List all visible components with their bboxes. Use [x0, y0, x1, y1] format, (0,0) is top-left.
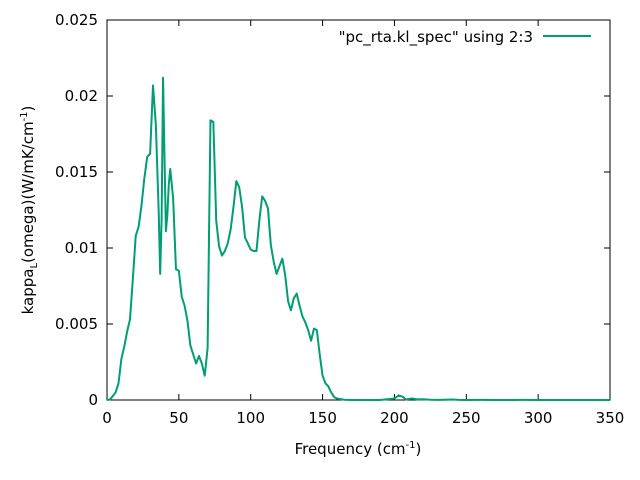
y-axis-label: kappaL(omega)(W/mK/cm-1): [19, 106, 40, 315]
x-tick-label: 150: [308, 409, 337, 427]
legend: "pc_rta.kl_spec" using 2:3: [339, 28, 591, 47]
plot-border: [106, 19, 611, 401]
x-tick-label: 200: [380, 409, 409, 427]
y-tick-label: 0: [88, 391, 98, 409]
y-tick-label: 0.01: [65, 239, 98, 257]
series-line-kl-spec: [106, 76, 610, 401]
x-axis-label: Frequency (cm-1): [295, 440, 422, 458]
x-tick-label: 100: [236, 409, 265, 427]
x-tick-label: 50: [169, 409, 188, 427]
y-axis-ticks: 0 0.005 0.01 0.015 0.02 0.025: [55, 11, 610, 409]
x-tick-label: 350: [596, 409, 625, 427]
y-tick-label: 0.025: [55, 11, 98, 29]
x-tick-label: 250: [452, 409, 481, 427]
y-tick-label: 0.02: [65, 87, 98, 105]
x-axis-ticks: 0 50 100 150 200 250 300 350: [102, 20, 624, 427]
x-tick-label: 300: [524, 409, 553, 427]
legend-label: "pc_rta.kl_spec" using 2:3: [339, 28, 533, 47]
y-tick-label: 0.015: [55, 163, 98, 181]
x-tick-label: 0: [102, 409, 112, 427]
y-tick-label: 0.005: [55, 315, 98, 333]
